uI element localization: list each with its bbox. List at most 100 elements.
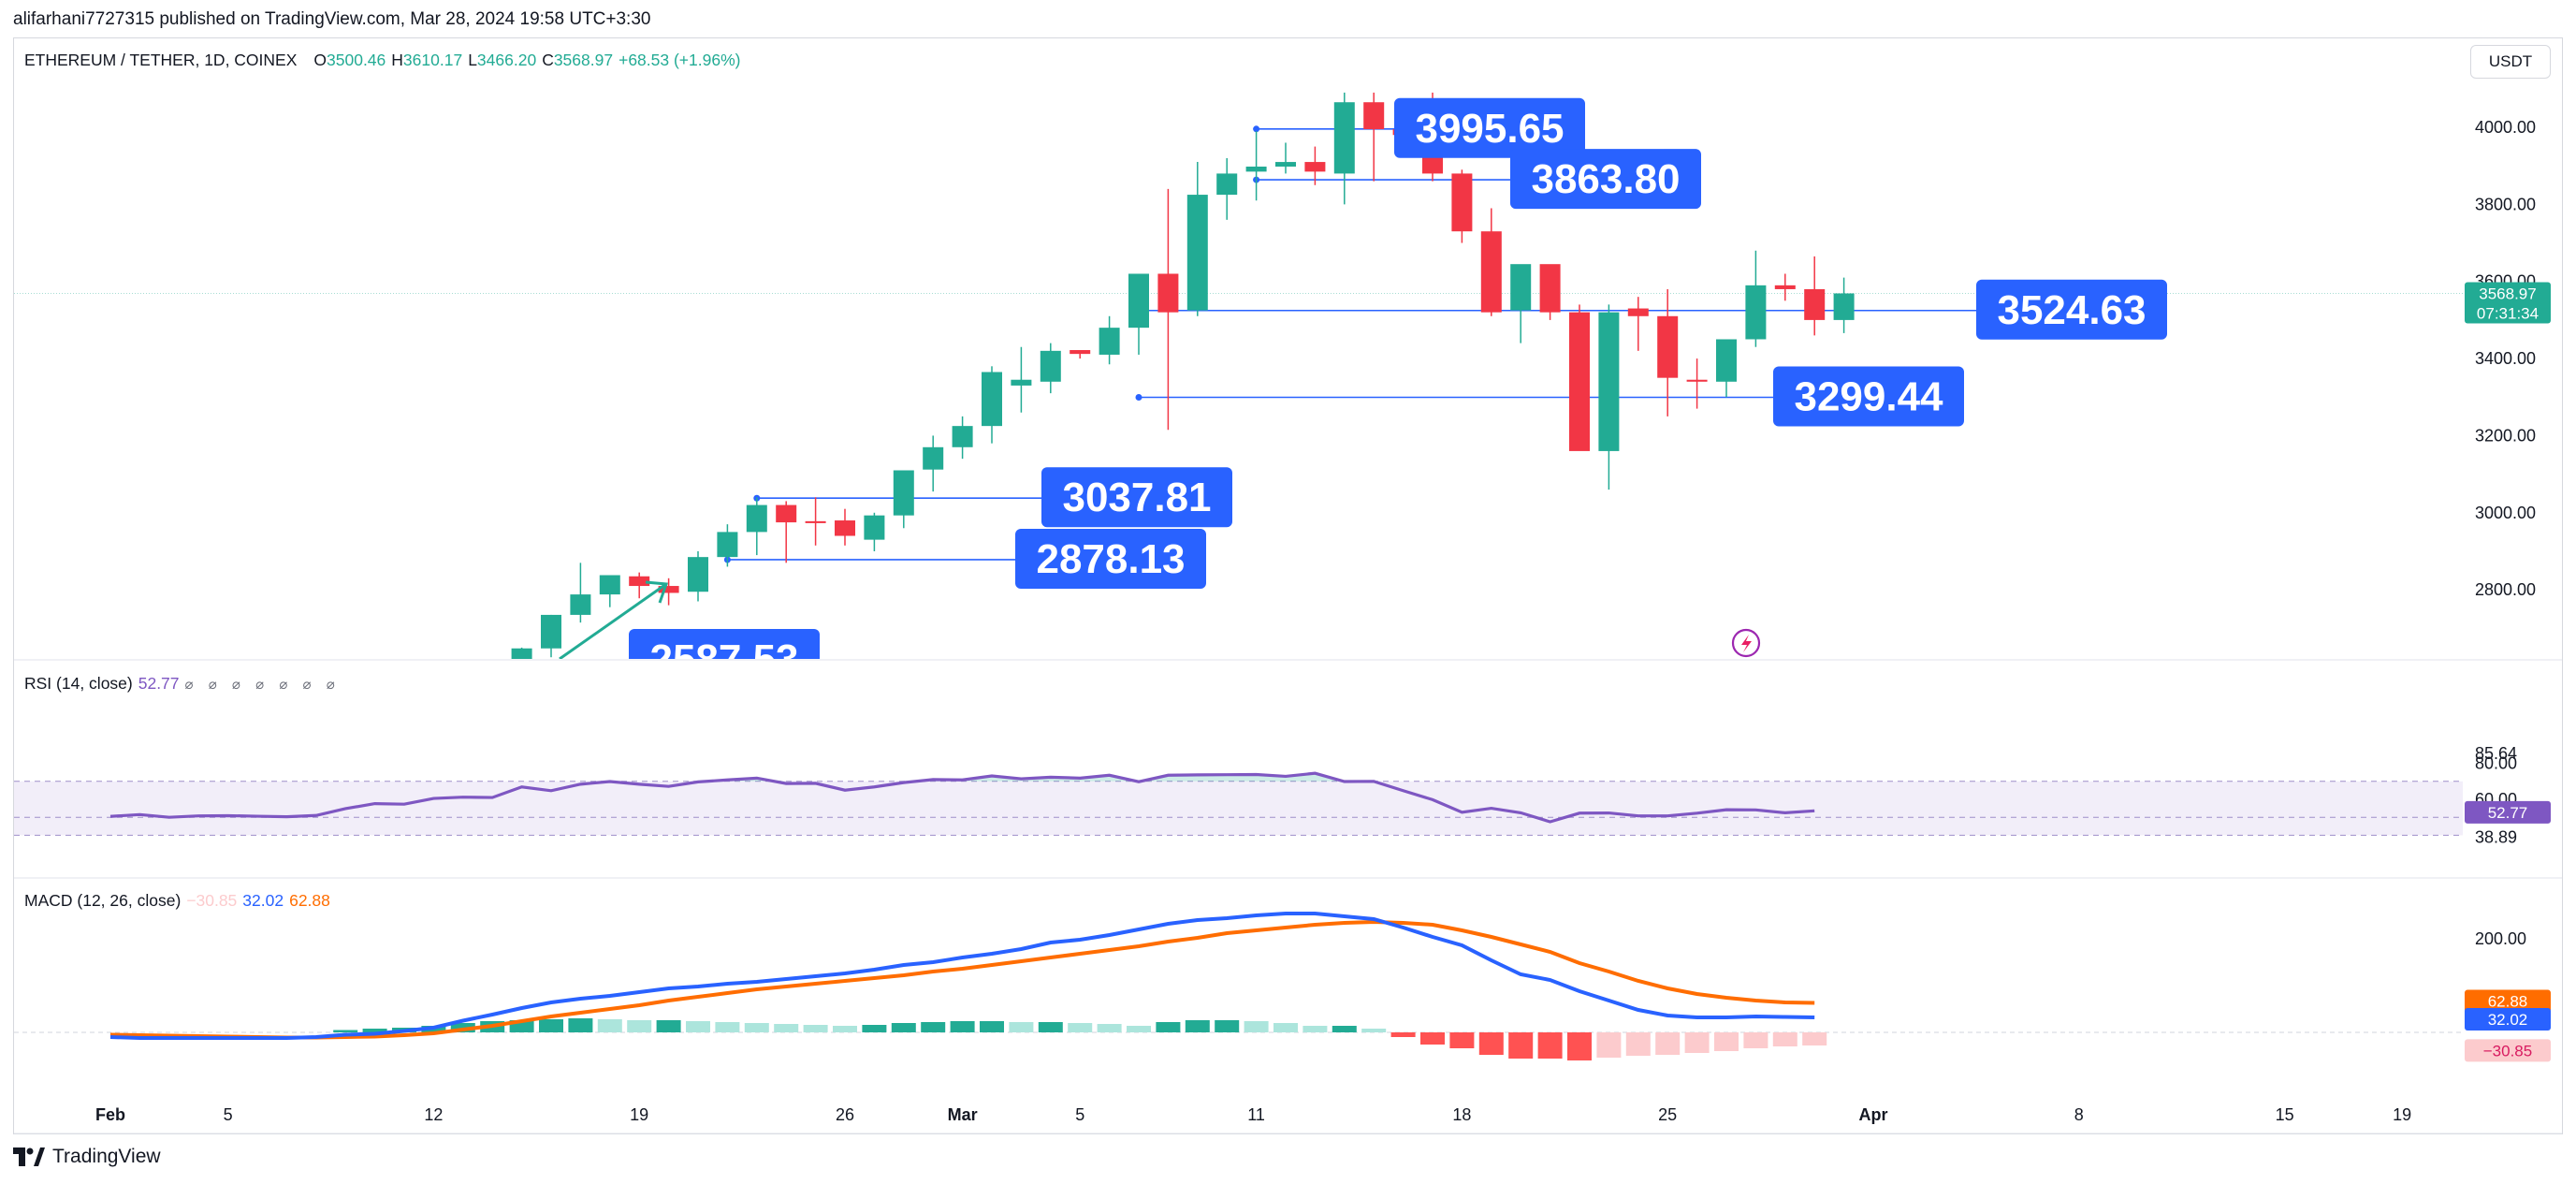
macd-histogram-bar: [1009, 1022, 1034, 1032]
rsi-legend: RSI (14, close) 52.77 ⌀ ⌀ ⌀ ⌀ ⌀ ⌀ ⌀: [24, 674, 341, 694]
lightning-bolt-icon: [1741, 635, 1752, 652]
candle-body-down: [835, 520, 855, 536]
time-axis-tick: 19: [2393, 1105, 2411, 1124]
change-value: +68.53 (+1.96%): [619, 51, 741, 69]
rsi-band-fill: [14, 781, 2463, 836]
rsi-axis-tick: 38.89: [2475, 828, 2517, 847]
macd-histogram-bar: [627, 1020, 652, 1032]
candle-body-down: [776, 504, 797, 523]
price-label-box: [1394, 97, 1585, 158]
price-label-text: 3863.80: [1531, 156, 1680, 202]
currency-button[interactable]: USDT: [2470, 45, 2551, 79]
candle-body-up: [1598, 312, 1620, 451]
macd-histogram-bar: [1655, 1032, 1681, 1055]
macd-histogram-bar: [1390, 1032, 1416, 1037]
candle-body-down: [1070, 350, 1091, 355]
open-label: O: [313, 51, 327, 69]
rsi-title[interactable]: RSI (14, close): [24, 674, 133, 693]
last-price-badge-box: [2465, 282, 2551, 324]
macd-histogram-bar: [1596, 1032, 1622, 1058]
low-label: L: [468, 51, 477, 69]
price-axis-tick: 4000.00: [2475, 118, 2536, 137]
macd-histogram-bar: [950, 1021, 975, 1032]
high-label: H: [391, 51, 403, 69]
candle-body-up: [1099, 328, 1120, 355]
low-value: 3466.20: [476, 51, 537, 69]
candle-body-up: [599, 575, 620, 595]
macd-histogram-bar: [1420, 1032, 1445, 1045]
rsi-axis-tick: 80.00: [2475, 754, 2517, 773]
macd-histogram-bar: [862, 1025, 887, 1032]
close-value: 3568.97: [553, 51, 614, 69]
pane-layer: [14, 659, 2562, 1134]
candle-body-up: [1216, 173, 1238, 196]
time-axis-tick: Mar: [948, 1105, 978, 1124]
macd-histogram-bar: [833, 1026, 857, 1032]
candle-body-up: [717, 532, 738, 558]
macd-histogram-bar: [1567, 1032, 1592, 1060]
trend-arrow: [559, 582, 667, 659]
macd-line-badge-text: 32.02: [2488, 1011, 2528, 1029]
lightning-icon: [1731, 628, 1761, 658]
symbol-title[interactable]: ETHEREUM / TETHER, 1D, COINEX: [24, 51, 298, 69]
macd-histogram-bar: [1156, 1022, 1181, 1032]
candle-body-up: [923, 446, 944, 470]
candle-body-up: [1333, 102, 1355, 174]
footer-brand[interactable]: TradingView: [13, 1146, 161, 1168]
time-axis-tick: Apr: [1859, 1105, 1888, 1124]
macd-histogram-bar: [1038, 1022, 1063, 1032]
macd-histogram-bar: [1185, 1020, 1210, 1032]
candle-body-up: [746, 504, 767, 533]
macd-histogram-bar: [1273, 1023, 1298, 1032]
macd-histogram-bar: [333, 1030, 358, 1032]
price-label-box: [629, 629, 820, 659]
time-axis-tick: Feb: [95, 1105, 125, 1124]
macd-histogram-bar: [1127, 1026, 1151, 1032]
price-axis-tick: 2800.00: [2475, 580, 2536, 599]
candle-body-up: [1040, 350, 1061, 382]
price-label-box: [1773, 366, 1964, 427]
horizontal-line-anchor: [1135, 393, 1142, 401]
footer-brand-label: TradingView: [52, 1146, 161, 1167]
candle-body-down: [1804, 288, 1826, 320]
rsi-value-badge-box: [2465, 800, 2551, 824]
candle-body-up: [1833, 293, 1855, 320]
price-axis-tick: 3400.00: [2475, 349, 2536, 368]
macd-histogram-bar: [1332, 1026, 1357, 1032]
macd-histogram-bar: [1215, 1020, 1240, 1032]
candle-body-up: [1128, 273, 1149, 329]
candle-body-up: [1245, 167, 1267, 172]
close-label: C: [542, 51, 554, 69]
time-axis-tick: 19: [630, 1105, 648, 1124]
candle-body-down: [1451, 173, 1473, 232]
macd-histogram-bar: [1802, 1032, 1827, 1045]
rsi-hidden-values: ⌀ ⌀ ⌀ ⌀ ⌀ ⌀ ⌀: [184, 676, 341, 693]
candle-body-up: [1275, 162, 1296, 168]
candle-body-up: [570, 594, 591, 615]
time-axis-tick: 12: [424, 1105, 443, 1124]
macd-hist-value: −30.85: [186, 891, 238, 910]
price-label-text: 3524.63: [1997, 287, 2146, 333]
macd-line-badge-box: [2465, 1007, 2551, 1031]
time-axis-tick: 18: [1452, 1105, 1471, 1124]
macd-axis-tick: 200.00: [2475, 929, 2526, 948]
rsi-layer: [14, 771, 2463, 836]
macd-histogram-bar: [1097, 1024, 1122, 1032]
time-axis-tick: 15: [2276, 1105, 2294, 1124]
candle-body-up: [688, 557, 708, 592]
price-label-text: 2587.53: [649, 636, 798, 682]
macd-histogram-bar: [803, 1025, 828, 1032]
macd-histogram-bar: [1714, 1032, 1739, 1051]
candle-body-up: [893, 470, 914, 516]
candle-body-down: [1539, 264, 1561, 313]
publish-info: alifarhani7727315 published on TradingVi…: [13, 9, 651, 29]
macd-line: [109, 912, 1815, 1040]
candle-body-up: [1510, 264, 1532, 311]
macd-histogram-bar: [1508, 1032, 1534, 1059]
macd-histogram-bar: [362, 1029, 387, 1032]
macd-title[interactable]: MACD (12, 26, close): [24, 891, 182, 910]
tradingview-logo-icon: [13, 1147, 45, 1166]
macd-histogram-bar: [1303, 1026, 1328, 1032]
